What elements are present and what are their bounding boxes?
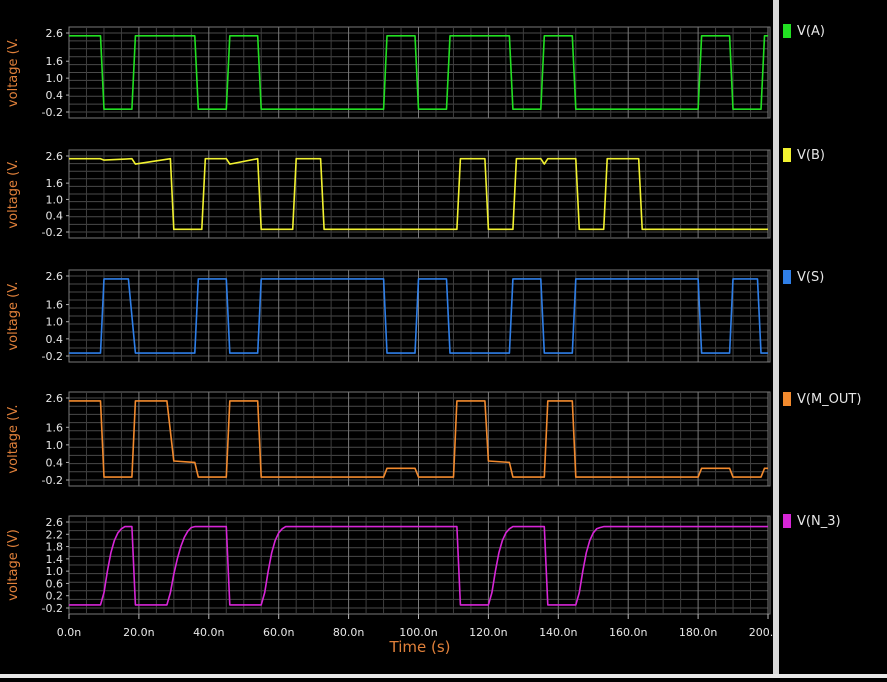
y-tick-label: 1.0 (46, 316, 64, 329)
legend-label: V(A) (797, 24, 825, 39)
legend-swatch (783, 514, 791, 528)
x-tick-label: 200.0n (749, 626, 775, 639)
y-tick-label: 1.0 (46, 565, 64, 578)
legend-label: V(S) (797, 270, 824, 285)
legend-label: V(M_OUT) (797, 392, 861, 407)
x-tick-label: 120.0n (469, 626, 507, 639)
legend-item[interactable]: V(S) (783, 268, 824, 286)
x-tick-label: 20.0n (123, 626, 154, 639)
panel-5: 2.62.21.81.41.00.60.2-0.2 voltage (V) (6, 516, 770, 615)
legend-swatch (783, 148, 791, 162)
x-tick-label: 180.0n (679, 626, 717, 639)
x-tick-label: 0.0n (57, 626, 81, 639)
legend-item[interactable]: V(B) (783, 146, 825, 164)
legend-swatch (783, 392, 791, 406)
y-tick-label: 0.4 (46, 333, 64, 346)
y-tick-label: 1.6 (46, 177, 64, 190)
x-tick-label: 160.0n (609, 626, 647, 639)
panel-2: 2.6 1.6 1.0 0.4 -0.2 voltage (V. (6, 150, 770, 239)
x-tick-label: 60.0n (263, 626, 294, 639)
legend-label: V(B) (797, 148, 825, 163)
y-axis-label: voltage (V. (6, 159, 21, 228)
y-tick-label: -0.2 (42, 474, 63, 487)
legend-label: V(N_3) (797, 514, 841, 529)
y-axis-label: voltage (V. (6, 38, 21, 107)
panel-1: 2.6 1.6 1.0 0.4 -0.2 voltage (V. (6, 27, 770, 119)
y-tick-label: 1.0 (46, 439, 64, 452)
y-tick-label: 2.2 (46, 528, 64, 541)
y-tick-label: 1.6 (46, 421, 64, 434)
legend-swatch (783, 270, 791, 284)
legend-item[interactable]: V(A) (783, 22, 825, 40)
y-tick-label: -0.2 (42, 350, 63, 363)
legend-item[interactable]: V(N_3) (783, 512, 841, 530)
y-tick-label: 2.6 (46, 392, 64, 405)
x-tick-label: 140.0n (539, 626, 577, 639)
x-tick-label: 40.0n (193, 626, 224, 639)
panel-4: 2.6 1.6 1.0 0.4 -0.2 voltage (V. (6, 392, 770, 487)
y-tick-label: -0.2 (42, 602, 63, 615)
y-tick-label: 1.6 (46, 299, 64, 312)
y-tick-label: 1.4 (46, 553, 64, 566)
y-axis-label: voltage (V. (6, 404, 21, 473)
x-tick-label: 80.0n (333, 626, 364, 639)
y-tick-label: 2.6 (46, 270, 64, 283)
legend-panel: V(A) V(B) V(S) V(M_OUT) V(N_3) (779, 0, 887, 678)
y-tick-label: 0.4 (46, 456, 64, 469)
y-tick-label: 0.4 (46, 89, 64, 102)
x-axis-label: Time (s) (389, 638, 451, 656)
y-tick-label: 2.6 (46, 150, 64, 163)
x-axis: 0.0n 20.0n 40.0n 60.0n 80.0n 100.0n 120.0n 140.… (57, 614, 775, 656)
y-tick-label: 1.6 (46, 55, 64, 68)
y-tick-label: 0.4 (46, 210, 64, 223)
y-tick-label: 2.6 (46, 27, 64, 40)
waveform-chart: 2.6 1.6 1.0 0.4 -0.2 voltage (V. 2.6 1.6 1.0 0.4 -… (0, 0, 775, 678)
y-tick-label: 1.8 (46, 541, 64, 554)
panel-3: 2.6 1.6 1.0 0.4 -0.2 voltage (V. (6, 270, 770, 363)
legend-swatch (783, 24, 791, 38)
y-tick-label: 1.0 (46, 193, 64, 206)
y-tick-label: 0.6 (46, 577, 64, 590)
waveform-plot-area: 2.6 1.6 1.0 0.4 -0.2 voltage (V. 2.6 1.6 1.0 0.4 -… (0, 0, 775, 678)
y-axis-label: voltage (V. (6, 281, 21, 350)
legend-item[interactable]: V(M_OUT) (783, 390, 861, 408)
y-tick-label: 0.2 (46, 590, 64, 603)
window-bottom-edge (0, 674, 887, 678)
y-axis-label: voltage (V) (6, 529, 21, 601)
y-tick-label: 2.6 (46, 516, 64, 529)
y-tick-label: -0.2 (42, 226, 63, 239)
y-tick-label: -0.2 (42, 106, 63, 119)
y-tick-label: 1.0 (46, 72, 64, 85)
